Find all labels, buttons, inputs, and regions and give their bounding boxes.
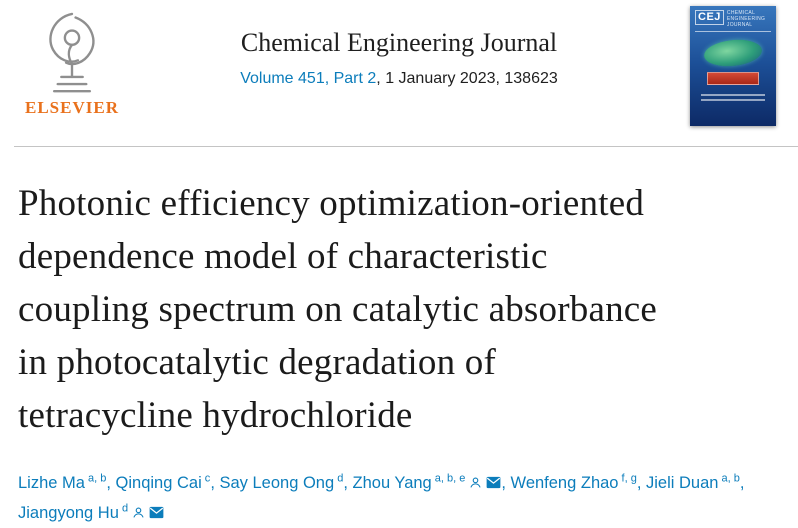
author-name: Wenfeng Zhao (510, 474, 619, 492)
author-separator: , (343, 474, 353, 492)
article-title-line: dependence model of characteristic (18, 236, 548, 277)
header-divider (14, 146, 798, 147)
volume-line: Volume 451, Part 2, 1 January 2023, 1386… (119, 70, 679, 88)
author-affiliations: c (201, 472, 211, 485)
article-title-line: Photonic efficiency optimization-oriente… (18, 183, 645, 224)
article-title: Photonic efficiency optimization-oriente… (18, 177, 782, 442)
author-name: Qinqing Cai (115, 474, 202, 492)
cover-artwork-green-surface (702, 37, 764, 69)
author-affiliations: f, g (618, 472, 637, 485)
article-title-line: coupling spectrum on catalytic absorbanc… (18, 289, 658, 330)
journal-masthead: ELSEVIER Chemical Engineering Journal Vo… (0, 0, 798, 146)
cover-header: CEJ Chemical Engineering Journal (695, 10, 771, 28)
author-name: Jiangyong Hu (18, 504, 119, 522)
email-icon[interactable] (149, 506, 164, 519)
author-separator: , (210, 474, 220, 492)
journal-cover-thumbnail[interactable]: CEJ Chemical Engineering Journal (690, 6, 776, 126)
author-link[interactable]: Wenfeng Zhao f, g (510, 472, 637, 492)
author-affiliations: a, b, e (431, 472, 466, 485)
article-title-line: tetracycline hydrochloride (18, 395, 413, 436)
author-link[interactable]: Say Leong Ong d (219, 472, 344, 492)
cover-artwork-red-bar (707, 72, 759, 85)
cover-cej-logo: CEJ (695, 10, 724, 25)
author-name: Zhou Yang (352, 474, 432, 492)
author-link[interactable]: Zhou Yang a, b, e (352, 472, 502, 492)
author-affiliations: d (334, 472, 344, 485)
journal-title-link[interactable]: Chemical Engineering Journal (240, 28, 558, 57)
author-separator: , (739, 474, 745, 492)
cover-divider (695, 31, 771, 32)
person-icon[interactable] (132, 506, 145, 519)
author-separator: , (501, 474, 511, 492)
author-link[interactable]: Jiangyong Hu d (18, 502, 164, 522)
author-separator: , (636, 474, 646, 492)
elsevier-wordmark: ELSEVIER (25, 98, 119, 117)
author-name: Say Leong Ong (219, 474, 335, 492)
author-name: Jieli Duan (646, 474, 719, 492)
article-title-line: in photocatalytic degradation of (18, 342, 496, 383)
article-main: Photonic efficiency optimization-oriente… (0, 177, 798, 528)
author-affiliations: d (118, 502, 129, 515)
author-name: Lizhe Ma (18, 474, 85, 492)
cover-footer-lines (695, 94, 771, 101)
author-link[interactable]: Lizhe Ma a, b (18, 472, 107, 492)
author-link[interactable]: Jieli Duan a, b (646, 472, 740, 492)
issue-date-text: , 1 January 2023, 138623 (376, 70, 558, 87)
elsevier-logo[interactable]: ELSEVIER (24, 8, 120, 118)
author-link[interactable]: Qinqing Cai c (115, 472, 211, 492)
volume-issue-link[interactable]: Volume 451, Part 2 (240, 70, 377, 87)
author-affiliations: a, b (718, 472, 740, 485)
elsevier-tree-icon (49, 12, 95, 93)
author-list: Lizhe Ma a, b, Qinqing Cai c, Say Leong … (18, 468, 782, 528)
cover-journal-name: Chemical Engineering Journal (726, 10, 766, 28)
author-separator: , (106, 474, 116, 492)
email-icon[interactable] (486, 476, 501, 489)
person-icon[interactable] (469, 476, 482, 489)
journal-block: Chemical Engineering Journal Volume 451,… (119, 28, 679, 88)
author-affiliations: a, b (84, 472, 107, 485)
